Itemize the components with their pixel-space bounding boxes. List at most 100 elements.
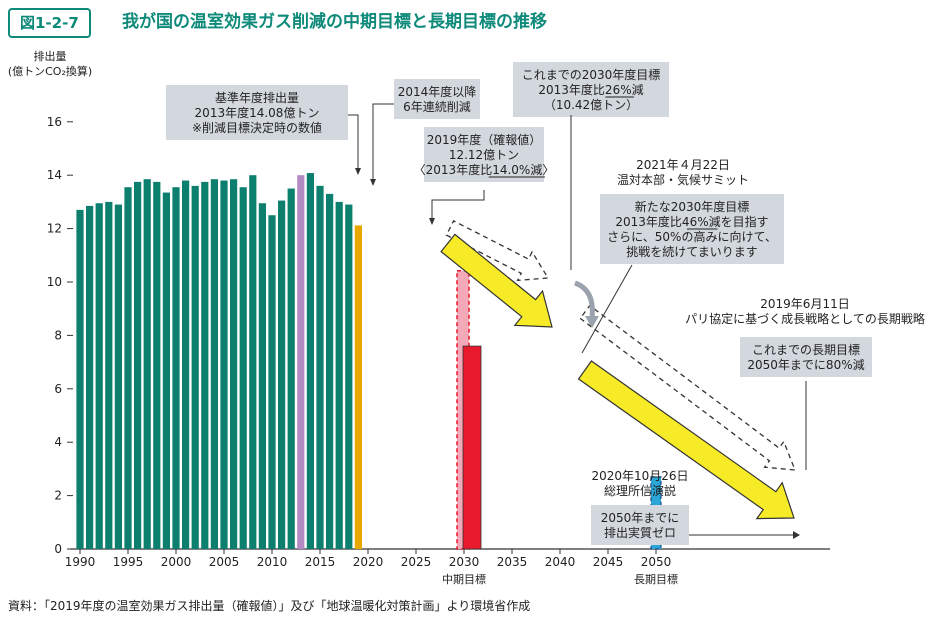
- callout-text-strategy_date: パリ協定に基づく成長戦略としての長期戦略: [685, 311, 925, 326]
- leader-base: [348, 114, 359, 172]
- bar-1999: [162, 192, 170, 549]
- x-tick-label: 2030: [449, 555, 480, 569]
- bar-1997: [143, 179, 151, 549]
- bar-2018: [345, 204, 353, 549]
- x-tick-label: 2015: [305, 555, 336, 569]
- y-tick-label: 6: [54, 382, 62, 396]
- leader-since2014: [372, 103, 394, 183]
- bar-1991: [86, 205, 94, 549]
- callout-text-fy2019: 2019年度（確報値）: [427, 132, 542, 147]
- callout-text-new2030: さらに、50%の高みに向けて、: [607, 229, 777, 244]
- bar-1990: [76, 209, 84, 549]
- bar-2006: [230, 179, 238, 549]
- callout-text-base: 2013年度14.08億トン: [195, 105, 320, 120]
- x-tick-label: 2010: [257, 555, 288, 569]
- callout-text-fy2019: 12.12億トン: [449, 148, 519, 162]
- callout-text-strategy_date: 2019年6月11日: [760, 297, 849, 311]
- bar-2007: [239, 187, 247, 549]
- callout-text-summit_date: 温対本部・気候サミット: [617, 172, 749, 187]
- bar-2002: [191, 185, 199, 549]
- callout-text-summit_date: 2021年４月22日: [636, 158, 730, 172]
- bar-2019: [354, 225, 362, 549]
- callout-box-since2014: [394, 79, 480, 119]
- target-bar-2030-new: [462, 345, 482, 550]
- bar-1992: [95, 203, 103, 550]
- leader-base-arrowhead: [355, 168, 361, 175]
- dashed-arrow-to-old-2050: [579, 304, 796, 471]
- y-tick-label: 8: [54, 328, 62, 342]
- x-tick-label: 1990: [65, 555, 96, 569]
- bar-1993: [105, 201, 113, 549]
- callout-text-base: ※削減目標決定時の数値: [192, 120, 322, 135]
- bar-2014: [306, 173, 314, 549]
- callout-text-new2030: 2013年度比46%減を目指す: [615, 214, 768, 229]
- callout-text-old2030: （10.42億トン）: [544, 98, 638, 112]
- callout-text-new2030: 新たな2030年度目標: [635, 199, 750, 214]
- y-tick-label: 14: [47, 168, 62, 182]
- axes-group: 0 2 4 6 8 10 12 14 16 排出量(億トンCO₂換算) 1990 1995 2000 20…: [8, 49, 830, 586]
- arrows-group: [440, 220, 796, 520]
- callout-text-fy2019: 〈2013年度比14.0%減〉: [414, 162, 555, 177]
- callout-text-old2030: 2013年度比26%減: [538, 82, 643, 97]
- callout-text-old2050: 2050年までに80%減: [747, 357, 864, 372]
- figure-number-badge: 図1-2-7: [8, 8, 91, 38]
- figure-title: 我が国の温室効果ガス削減の中期目標と長期目標の推移: [122, 12, 547, 32]
- y-tick-label: 16: [47, 115, 62, 129]
- x-tick-label: 2040: [545, 555, 576, 569]
- bar-2017: [335, 201, 343, 549]
- x-tick-label: 2000: [161, 555, 192, 569]
- bar-2008: [249, 175, 257, 549]
- arrow-to-zero-2050: [577, 360, 795, 520]
- bar-2011: [278, 200, 286, 549]
- y-axis-label: (億トンCO₂換算): [8, 64, 92, 78]
- bar-2000: [172, 187, 180, 549]
- bar-1994: [114, 204, 122, 549]
- source-note: 資料：「2019年度の温室効果ガス排出量（確報値）」及び「地球温暖化対策計画」よ…: [8, 599, 531, 613]
- bar-2013: [297, 175, 305, 549]
- bar-1998: [153, 181, 161, 549]
- callout-box-zero2050: [591, 505, 689, 545]
- bar-1995: [124, 187, 132, 549]
- x-tick-label: 2050: [641, 555, 672, 569]
- bar-2003: [201, 181, 209, 549]
- callout-text-zero2050: 2050年までに: [601, 511, 680, 525]
- callout-text-speech_date: 2020年10月26日: [591, 469, 688, 483]
- bar-2001: [182, 180, 190, 550]
- bar-2012: [287, 188, 295, 550]
- callout-box-base: [166, 85, 348, 140]
- callout-text-speech_date: 総理所信演説: [604, 483, 676, 498]
- y-tick-label: 10: [47, 275, 62, 289]
- dashed-arrow-to-old-2030: [445, 220, 550, 282]
- leader-since2014-arrowhead: [370, 179, 376, 186]
- callout-text-old2030: これまでの2030年度目標: [522, 67, 661, 82]
- curved-shift-arrow: [574, 280, 595, 319]
- bar-2004: [210, 179, 218, 549]
- x-tick-label: 2025: [401, 555, 432, 569]
- x-sub-label: 長期目標: [634, 572, 678, 586]
- y-tick-label: 0: [54, 542, 62, 556]
- callout-text-old2050: これまでの長期目標: [752, 343, 860, 357]
- bar-2016: [326, 193, 334, 549]
- leader-zero2050-arrowhead: [793, 531, 800, 539]
- y-tick-label: 2: [54, 489, 62, 503]
- callout-box-old2030: [513, 62, 669, 117]
- y-tick-label: 4: [54, 435, 62, 449]
- y-axis-label: 排出量: [34, 49, 67, 63]
- x-tick-label: 1995: [113, 555, 144, 569]
- callout-text-zero2050: 排出実質ゼロ: [604, 525, 676, 540]
- bar-2010: [268, 215, 276, 549]
- arrow-to-new-2030: [440, 233, 553, 328]
- y-tick-label: 12: [47, 222, 62, 236]
- bar-1996: [134, 181, 142, 549]
- bar-2009: [258, 203, 266, 550]
- leader-new2030: [581, 264, 633, 354]
- x-tick-label: 2020: [353, 555, 384, 569]
- callout-text-base: 基準年度排出量: [215, 90, 299, 105]
- bar-2005: [220, 180, 228, 550]
- bars-group: [76, 173, 662, 550]
- bar-2015: [316, 185, 324, 549]
- callout-box-fy2019: [424, 127, 544, 182]
- callout-box-old2050: [740, 337, 872, 377]
